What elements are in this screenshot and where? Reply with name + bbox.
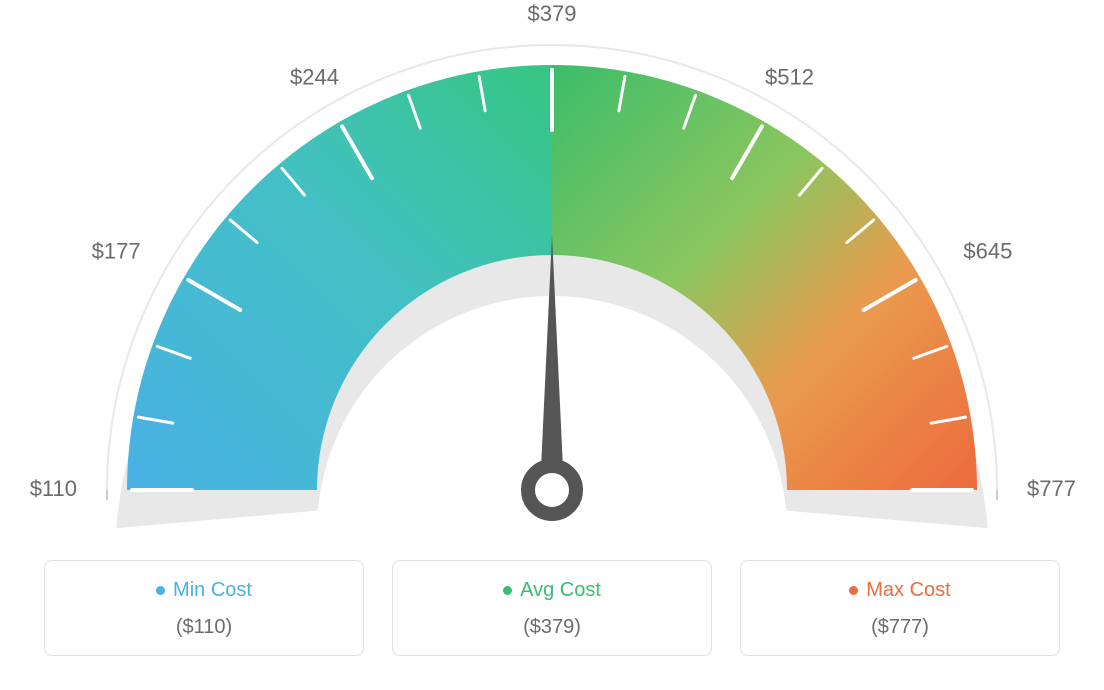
gauge-tick-label: $110 xyxy=(30,476,77,501)
legend-dot-avg xyxy=(503,586,512,595)
legend-dot-max xyxy=(849,586,858,595)
gauge-tick-label: $244 xyxy=(290,65,339,90)
legend-value-avg: ($379) xyxy=(393,616,711,639)
gauge-svg: $110 $177 $244 $379 $512 $645 $777 xyxy=(0,0,1104,560)
gauge-tick-label: $379 xyxy=(528,1,577,26)
legend-card-min: Min Cost ($110) xyxy=(44,560,364,656)
legend-label-min: Min Cost xyxy=(173,579,252,602)
gauge-tick-label: $177 xyxy=(92,239,141,264)
gauge-tick-label: $512 xyxy=(765,65,814,90)
legend-title-min: Min Cost xyxy=(156,579,252,602)
legend-card-avg: Avg Cost ($379) xyxy=(392,560,712,656)
legend-value-min: ($110) xyxy=(45,616,363,639)
gauge-tick-label: $777 xyxy=(1027,476,1076,501)
legend-value-max: ($777) xyxy=(741,616,1059,639)
legend-card-max: Max Cost ($777) xyxy=(740,560,1060,656)
legend-row: Min Cost ($110) Avg Cost ($379) Max Cost… xyxy=(0,560,1104,656)
legend-label-max: Max Cost xyxy=(866,579,950,602)
legend-dot-min xyxy=(156,586,165,595)
legend-title-avg: Avg Cost xyxy=(503,579,601,602)
legend-title-max: Max Cost xyxy=(849,579,950,602)
legend-label-avg: Avg Cost xyxy=(520,579,601,602)
cost-gauge: $110 $177 $244 $379 $512 $645 $777 xyxy=(0,0,1104,560)
gauge-tick-label: $645 xyxy=(963,239,1012,264)
